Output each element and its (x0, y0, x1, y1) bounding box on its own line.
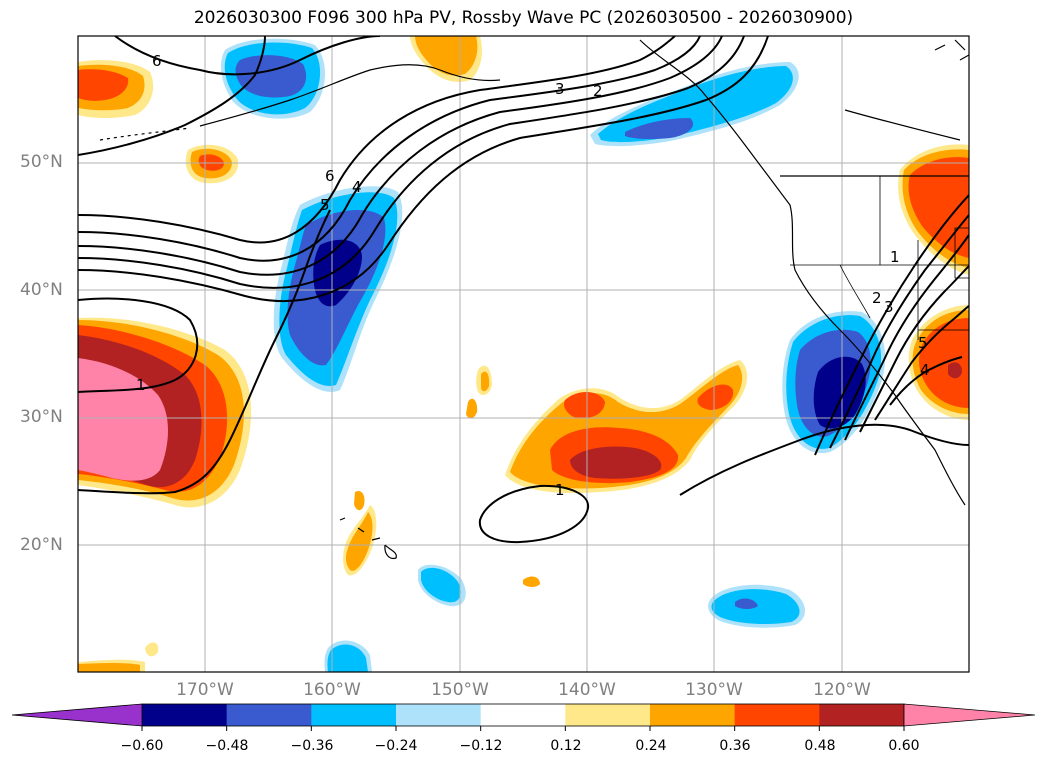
colorbar-segment (565, 704, 651, 726)
contour-label: 5 (320, 196, 330, 214)
contour-label: 1 (555, 481, 565, 499)
colorbar-tick-label: −0.36 (290, 738, 334, 754)
lon-label: 130°W (685, 680, 743, 700)
rossby-wave-contours (78, 36, 969, 544)
colorbar-tick-label: 0.60 (888, 738, 920, 754)
colorbar-segment (819, 704, 905, 726)
contour-label: 1 (136, 376, 146, 394)
colorbar-extend-low (11, 703, 143, 727)
lat-label: 40°N (20, 280, 63, 300)
colorbar-tick-label: 0.12 (550, 738, 582, 754)
contour-label: 1 (890, 248, 900, 266)
colorbar-segment (226, 704, 312, 726)
pv-anomaly-shading (78, 36, 969, 672)
colorbar-tick-label: −0.12 (459, 738, 503, 754)
map-frame (77, 35, 970, 673)
colorbar-extend-high (903, 703, 1036, 727)
contour-label: 2 (872, 289, 882, 307)
lat-label: 20°N (20, 535, 63, 555)
contour-label: 3 (555, 80, 565, 98)
lon-label: 120°W (813, 680, 871, 700)
contour-labels: 6 3 2 6 5 4 1 1 1 2 3 4 5 (136, 52, 930, 499)
colorbar-segment (142, 704, 228, 726)
colorbar-segment (650, 704, 736, 726)
lat-label: 30°N (20, 407, 63, 427)
lon-label: 140°W (558, 680, 616, 700)
lon-label: 150°W (431, 680, 489, 700)
contour-label: 2 (593, 82, 603, 100)
map-title: 2026030300 F096 300 hPa PV, Rossby Wave … (193, 8, 854, 28)
colorbar-tick-label: 0.36 (719, 738, 751, 754)
contour-label: 6 (152, 52, 162, 70)
contour-label: 4 (920, 361, 930, 379)
colorbar-segment (311, 704, 397, 726)
colorbar-tick-label: 0.24 (635, 738, 667, 754)
colorbar-segment (396, 704, 482, 726)
colorbar-tick-label: −0.24 (374, 738, 418, 754)
contour-label: 4 (352, 178, 362, 196)
colorbar-tick-label: −0.48 (205, 738, 249, 754)
contour-label: 6 (325, 167, 335, 185)
colorbar-segment (480, 704, 566, 726)
colorbar-tick-label: 0.48 (804, 738, 836, 754)
lon-label: 170°W (176, 680, 234, 700)
contour-1-west (78, 297, 199, 393)
colorbar-tick-label: −0.60 (120, 738, 164, 754)
contour-1-center (478, 484, 590, 544)
colorbar-segment (734, 704, 820, 726)
contour-label: 5 (918, 334, 928, 352)
contour-label: 3 (884, 298, 894, 316)
lon-label: 160°W (303, 680, 361, 700)
lat-label: 50°N (20, 152, 63, 172)
